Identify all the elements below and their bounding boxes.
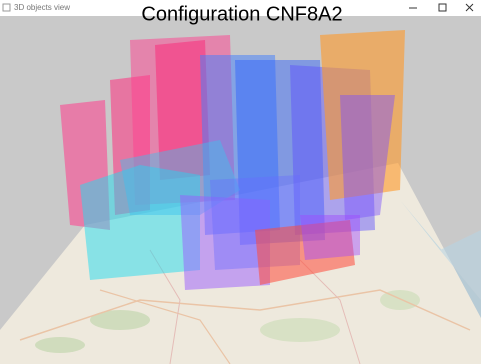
- map-features: [19, 200, 481, 364]
- volumes: [60, 30, 405, 290]
- volume: [255, 220, 355, 285]
- app-icon: [2, 3, 11, 12]
- volume: [80, 165, 200, 280]
- volume: [320, 30, 405, 200]
- volume: [235, 60, 325, 245]
- volume: [340, 95, 395, 220]
- volume: [180, 195, 270, 290]
- maximize-button[interactable]: [438, 3, 447, 12]
- close-button[interactable]: [465, 3, 474, 12]
- volume: [300, 215, 360, 260]
- volume: [200, 55, 280, 235]
- window-title: 3D objects view: [14, 3, 70, 12]
- title-bar: [0, 0, 481, 16]
- scene-title: Configuration CNF8A2: [141, 3, 342, 25]
- volume: [155, 40, 210, 180]
- volume: [120, 140, 240, 215]
